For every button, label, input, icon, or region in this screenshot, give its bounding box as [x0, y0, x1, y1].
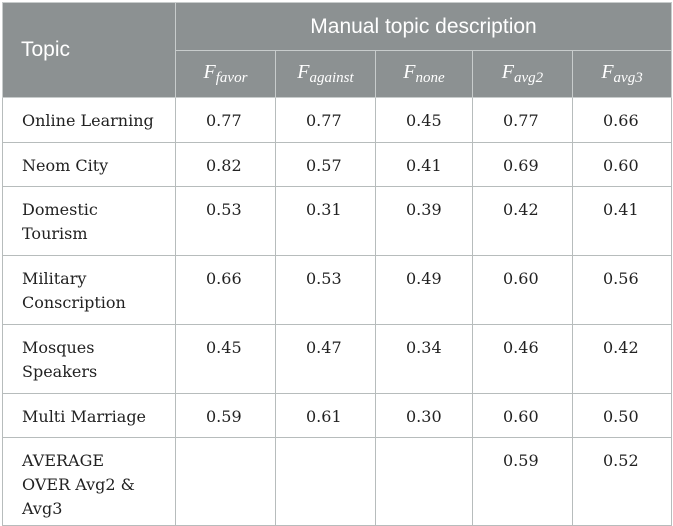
value-cell: 0.31	[275, 186, 376, 256]
value-cell: 0.82	[175, 142, 276, 187]
value-cell: 0.41	[571, 186, 673, 256]
value-cell: 0.41	[375, 142, 473, 187]
manual-description-header: Manual topic description	[174, 2, 673, 51]
metric-header-avg3: Favg3	[571, 50, 673, 98]
value-cell: 0.42	[571, 324, 673, 394]
topic-cell: Multi Marriage	[2, 393, 176, 438]
table-row: Mosques Speakers 0.45 0.47 0.34 0.46 0.42	[2, 324, 673, 394]
metric-header-against: Fagainst	[275, 50, 376, 98]
value-cell: 0.39	[375, 186, 473, 256]
value-cell: 0.60	[472, 393, 573, 438]
value-cell: 0.56	[571, 255, 673, 325]
value-cell: 0.66	[571, 97, 673, 143]
value-cell: 0.46	[472, 324, 573, 394]
value-cell	[275, 437, 376, 526]
table-row: Domestic Tourism 0.53 0.31 0.39 0.42 0.41	[2, 186, 673, 256]
topic-cell: AVERAGE OVER Avg2 & Avg3	[2, 437, 176, 526]
value-cell: 0.60	[472, 255, 573, 325]
value-cell: 0.47	[275, 324, 376, 394]
table-row: Military Conscription 0.66 0.53 0.49 0.60…	[2, 255, 673, 325]
header-row: Topic Manual topic description	[2, 2, 673, 98]
value-cell: 0.42	[472, 186, 573, 256]
value-cell: 0.34	[375, 324, 473, 394]
average-row: AVERAGE OVER Avg2 & Avg3 0.59 0.52	[2, 437, 673, 526]
value-cell: 0.45	[375, 97, 473, 143]
value-cell	[375, 437, 473, 526]
table-row: Neom City 0.82 0.57 0.41 0.69 0.60	[2, 142, 673, 187]
topic-cell: Mosques Speakers	[2, 324, 176, 394]
value-cell: 0.30	[375, 393, 473, 438]
value-cell: 0.66	[175, 255, 276, 325]
table-row: Online Learning 0.77 0.77 0.45 0.77 0.66	[2, 97, 673, 143]
value-cell: 0.69	[472, 142, 573, 187]
value-cell: 0.59	[472, 437, 573, 526]
topic-cell: Online Learning	[2, 97, 176, 143]
topic-cell: Military Conscription	[2, 255, 176, 325]
table-row: Multi Marriage 0.59 0.61 0.30 0.60 0.50	[2, 393, 673, 438]
topic-cell: Domestic Tourism	[2, 186, 176, 256]
value-cell: 0.53	[175, 186, 276, 256]
value-cell: 0.77	[175, 97, 276, 143]
value-cell: 0.57	[275, 142, 376, 187]
value-cell	[175, 437, 276, 526]
value-cell: 0.60	[571, 142, 673, 187]
value-cell: 0.77	[472, 97, 573, 143]
topic-cell: Neom City	[2, 142, 176, 187]
metric-header-favor: Ffavor	[175, 50, 276, 98]
value-cell: 0.50	[571, 393, 673, 438]
value-cell: 0.52	[571, 437, 673, 526]
value-cell: 0.49	[375, 255, 473, 325]
value-cell: 0.45	[175, 324, 276, 394]
value-cell: 0.53	[275, 255, 376, 325]
value-cell: 0.77	[275, 97, 376, 143]
metric-header-avg2: Favg2	[472, 50, 573, 98]
value-cell: 0.59	[175, 393, 276, 438]
topic-header: Topic	[2, 2, 176, 98]
value-cell: 0.61	[275, 393, 376, 438]
metric-header-none: Fnone	[375, 50, 473, 98]
metric-header-row: Ffavor Fagainst Fnone Favg2 Favg3	[3, 50, 673, 98]
